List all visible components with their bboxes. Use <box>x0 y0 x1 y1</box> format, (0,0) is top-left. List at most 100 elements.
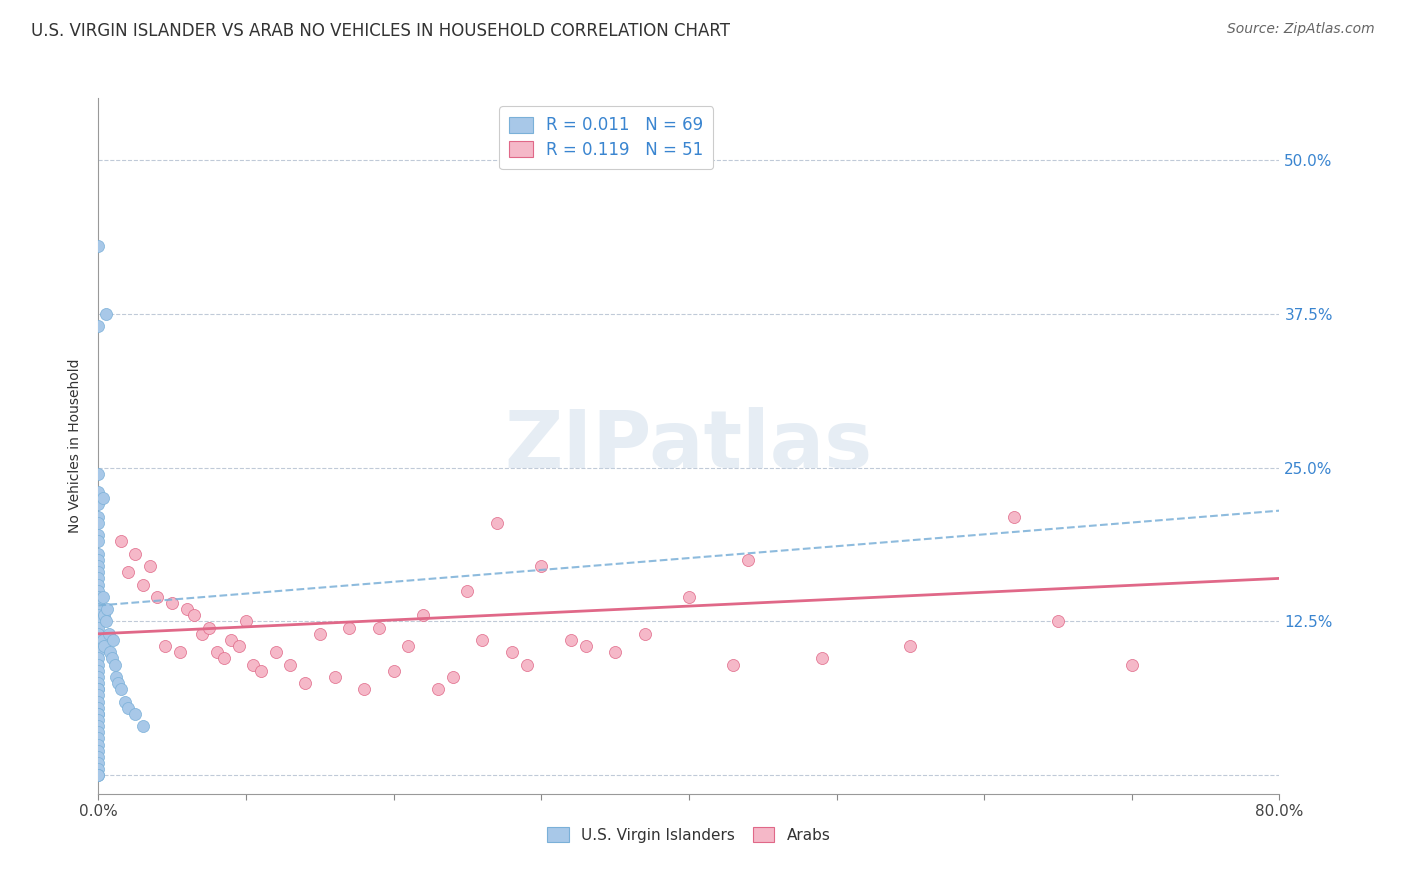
Point <box>339 621 361 635</box>
Point <box>457 583 479 598</box>
Point <box>87 756 110 770</box>
Point <box>87 651 110 665</box>
Point <box>294 676 316 690</box>
Point <box>605 645 627 659</box>
Point <box>104 657 127 672</box>
Point <box>96 602 118 616</box>
Point <box>87 571 110 585</box>
Point <box>87 700 110 714</box>
Point <box>124 547 146 561</box>
Point <box>560 632 582 647</box>
Point <box>264 645 287 659</box>
Point <box>87 621 110 635</box>
Point <box>198 621 221 635</box>
Point <box>87 639 110 653</box>
Point <box>87 528 110 542</box>
Point <box>117 700 139 714</box>
Point <box>353 682 375 697</box>
Point <box>93 608 115 623</box>
Point <box>176 602 198 616</box>
Point <box>87 608 110 623</box>
Point <box>87 566 110 580</box>
Point <box>110 682 132 697</box>
Point <box>398 639 420 653</box>
Point <box>87 682 110 697</box>
Point <box>87 590 110 604</box>
Point <box>87 664 110 678</box>
Point <box>87 553 110 567</box>
Point <box>87 627 110 641</box>
Point <box>132 719 155 733</box>
Point <box>87 689 110 703</box>
Text: Source: ZipAtlas.com: Source: ZipAtlas.com <box>1227 22 1375 37</box>
Point <box>93 639 115 653</box>
Point <box>1047 615 1070 629</box>
Point <box>124 706 146 721</box>
Point <box>575 639 598 653</box>
Point <box>309 627 332 641</box>
Point <box>162 596 183 610</box>
Point <box>91 590 114 604</box>
Point <box>87 577 110 591</box>
Point <box>91 491 114 506</box>
Point <box>678 590 700 604</box>
Point <box>91 632 114 647</box>
Point <box>87 485 110 500</box>
Point <box>87 318 110 333</box>
Point <box>382 664 405 678</box>
Text: U.S. VIRGIN ISLANDER VS ARAB NO VEHICLES IN HOUSEHOLD CORRELATION CHART: U.S. VIRGIN ISLANDER VS ARAB NO VEHICLES… <box>31 22 730 40</box>
Point <box>205 645 228 659</box>
Point <box>811 651 834 665</box>
Point <box>427 682 450 697</box>
Point <box>97 627 120 641</box>
Point <box>94 615 117 629</box>
Point <box>516 657 538 672</box>
Legend: U.S. Virgin Islanders, Arabs: U.S. Virgin Islanders, Arabs <box>541 822 837 849</box>
Point <box>87 596 110 610</box>
Point <box>87 559 110 574</box>
Point <box>501 645 523 659</box>
Point <box>87 713 110 727</box>
Point <box>87 670 110 684</box>
Point <box>191 627 214 641</box>
Text: ZIPatlas: ZIPatlas <box>505 407 873 485</box>
Point <box>114 694 136 708</box>
Point <box>87 706 110 721</box>
Point <box>100 651 122 665</box>
Point <box>87 768 110 782</box>
Point <box>98 645 121 659</box>
Point <box>146 590 169 604</box>
Point <box>87 750 110 764</box>
Point <box>153 639 176 653</box>
Point <box>87 738 110 752</box>
Point <box>87 632 110 647</box>
Point <box>1121 657 1143 672</box>
Point <box>212 651 235 665</box>
Point <box>486 516 509 530</box>
Point <box>87 498 110 512</box>
Point <box>183 608 205 623</box>
Point <box>1002 509 1025 524</box>
Point <box>117 566 139 580</box>
Point <box>87 516 110 530</box>
Point <box>87 762 110 776</box>
Point <box>107 676 129 690</box>
Y-axis label: No Vehicles in Household: No Vehicles in Household <box>69 359 83 533</box>
Point <box>87 467 110 481</box>
Point <box>87 509 110 524</box>
Point <box>235 615 257 629</box>
Point <box>323 670 346 684</box>
Point <box>87 239 110 253</box>
Point <box>242 657 264 672</box>
Point <box>87 694 110 708</box>
Point <box>103 632 125 647</box>
Point <box>723 657 745 672</box>
Point <box>368 621 391 635</box>
Point <box>87 725 110 739</box>
Point <box>110 534 132 549</box>
Point <box>87 547 110 561</box>
Point <box>87 706 110 721</box>
Point <box>87 534 110 549</box>
Point <box>87 615 110 629</box>
Point <box>250 664 273 678</box>
